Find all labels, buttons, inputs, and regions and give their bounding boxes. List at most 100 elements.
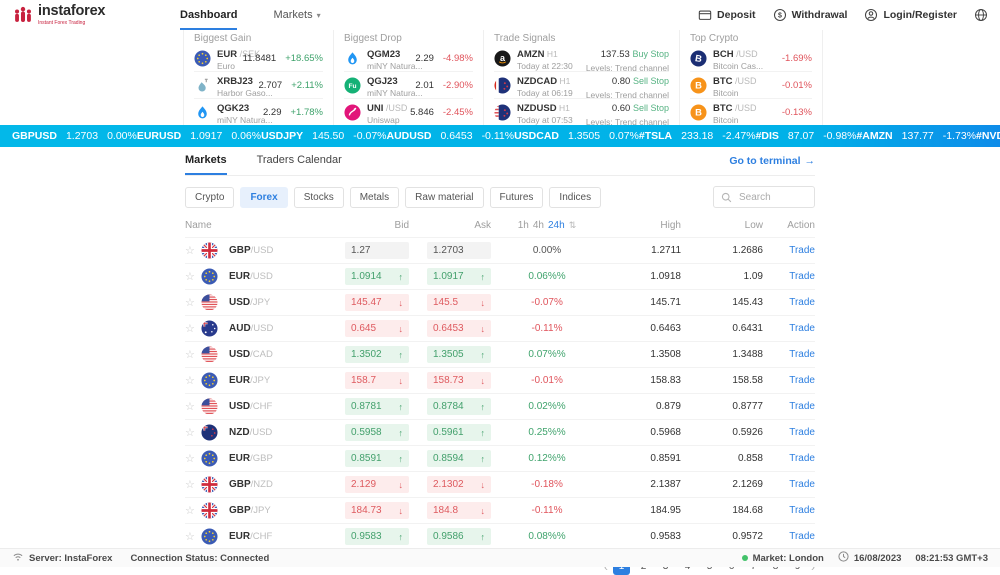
login-register-button[interactable]: Login/Register	[864, 8, 957, 22]
ask-price[interactable]: 158.73 ↓	[427, 372, 491, 389]
bid-price[interactable]: 1.27	[345, 242, 409, 259]
market-item[interactable]: QGM23 miNY Natura... 2.29 -4.98%	[344, 45, 473, 71]
market-item[interactable]: Fu QGJ23 miNY Natura... 2.01 -2.90%	[344, 71, 473, 98]
filter-metals[interactable]: Metals	[349, 186, 400, 208]
favorite-star-icon[interactable]: ☆	[185, 401, 195, 413]
trade-link[interactable]: Trade	[789, 271, 815, 282]
search-icon	[721, 192, 732, 203]
ask-price[interactable]: 0.8594 ↑	[427, 450, 491, 467]
favorite-star-icon[interactable]: ☆	[185, 375, 195, 387]
favorite-star-icon[interactable]: ☆	[185, 427, 195, 439]
favorite-star-icon[interactable]: ☆	[185, 453, 195, 465]
nav-item-dashboard[interactable]: Dashboard	[180, 0, 238, 30]
ticker-item[interactable]: EURUSD 1.0917 0.06%	[136, 130, 262, 142]
ask-price[interactable]: 0.8784 ↑	[427, 398, 491, 415]
filter-futures[interactable]: Futures	[489, 186, 544, 208]
period-1h[interactable]: 1h	[517, 219, 529, 231]
signal-item[interactable]: a AMZN H1 Today at 22:30 137.53 Buy Stop Lev…	[494, 45, 669, 73]
filter-crypto[interactable]: Crypto	[185, 186, 235, 208]
trade-link[interactable]: Trade	[789, 323, 815, 334]
brand-tagline: Instant Forex Trading	[38, 19, 86, 26]
bid-price[interactable]: 158.7 ↓	[345, 372, 409, 389]
tab-traders-calendar[interactable]: Traders Calendar	[256, 154, 342, 166]
market-item[interactable]: EUR /SEK Euro 11.8481 +18.65%	[194, 45, 323, 71]
ticker-item[interactable]: #AMZN 137.77 -1.73%	[856, 130, 977, 142]
change-percent: 0.08%%	[528, 531, 566, 542]
ticker-item[interactable]: USDJPY 145.50 -0.07%	[261, 130, 387, 142]
ticker-item[interactable]: GBPUSD 1.2703 0.00%	[12, 130, 137, 142]
market-item[interactable]: XRBJ23 Harbor Gaso... 2.707 +2.11%	[194, 71, 323, 98]
market-item[interactable]: UNI /USD Uniswap 5.846 -2.45%	[344, 98, 473, 125]
signal-item[interactable]: NZDUSD H1 Today at 07:53 0.60 Sell Stop Lev…	[494, 98, 669, 127]
bid-price[interactable]: 145.47 ↓	[345, 294, 409, 311]
ask-price[interactable]: 184.8 ↓	[427, 502, 491, 519]
sort-icon[interactable]: ⇅	[568, 219, 577, 230]
favorite-star-icon[interactable]: ☆	[185, 297, 195, 309]
bid-price[interactable]: 0.9583 ↑	[345, 528, 409, 545]
ask-price[interactable]: 1.3505 ↑	[427, 346, 491, 363]
trade-link[interactable]: Trade	[789, 427, 815, 438]
deposit-button[interactable]: Deposit	[698, 8, 756, 22]
bid-price[interactable]: 1.0914 ↑	[345, 268, 409, 285]
signal-icon	[12, 551, 24, 565]
ask-price[interactable]: 2.1302 ↓	[427, 476, 491, 493]
top-bar-actions: Deposit $ Withdrawal Login/Register	[698, 8, 988, 22]
market-item[interactable]: B BTC /USD Bitcoin -0.01%	[690, 71, 812, 98]
trade-link[interactable]: Trade	[789, 505, 815, 516]
ask-price[interactable]: 1.0917 ↑	[427, 268, 491, 285]
ask-price[interactable]: 0.5961 ↑	[427, 424, 491, 441]
ask-price[interactable]: 0.9586 ↑	[427, 528, 491, 545]
favorite-star-icon[interactable]: ☆	[185, 271, 195, 283]
tab-markets[interactable]: Markets	[185, 147, 227, 175]
period-24h[interactable]: 24h	[548, 219, 565, 231]
filter-raw-material[interactable]: Raw material	[405, 186, 484, 208]
trade-link[interactable]: Trade	[789, 401, 815, 412]
ticker-item[interactable]: #TSLA 233.18 -2.47%	[638, 130, 756, 142]
bid-price[interactable]: 2.129 ↓	[345, 476, 409, 493]
withdrawal-button[interactable]: $ Withdrawal	[773, 8, 847, 22]
market-item[interactable]: B BCH /USD Bitcoin Cas... -1.69%	[690, 45, 812, 71]
filter-stocks[interactable]: Stocks	[293, 186, 344, 208]
instaforex-logo[interactable]: instaforex Instant Forex Trading	[12, 4, 180, 26]
language-button[interactable]	[974, 8, 988, 22]
ticker-item[interactable]: AUDUSD 0.6453 -0.11%	[386, 130, 515, 142]
favorite-star-icon[interactable]: ☆	[185, 245, 195, 257]
instrument-values: 2.707 +2.11%	[258, 80, 323, 91]
signal-item[interactable]: NZDCAD H1 Today at 06:19 0.80 Sell Stop Lev…	[494, 71, 669, 100]
filter-forex[interactable]: Forex	[240, 186, 288, 208]
bid-price[interactable]: 1.3502 ↑	[345, 346, 409, 363]
bid-price[interactable]: 184.73 ↓	[345, 502, 409, 519]
go-to-terminal-link[interactable]: Go to terminal →	[729, 155, 815, 167]
ticker-item[interactable]: #DIS 87.07 -0.98%	[755, 130, 857, 142]
bid-price[interactable]: 0.645 ↓	[345, 320, 409, 337]
ticker-item[interactable]: #NVDA439.47-1.48%	[976, 130, 1000, 142]
favorite-star-icon[interactable]: ☆	[185, 323, 195, 335]
ask-price[interactable]: 1.2703	[427, 242, 491, 259]
period-4h[interactable]: 4h	[532, 219, 544, 231]
instrument-subtext: Uniswap	[367, 115, 400, 126]
nav-item-markets[interactable]: Markets ▾	[273, 9, 321, 21]
ask-price[interactable]: 145.5 ↓	[427, 294, 491, 311]
bid-price[interactable]: 0.8781 ↑	[345, 398, 409, 415]
favorite-star-icon[interactable]: ☆	[185, 349, 195, 361]
search-input[interactable]	[737, 190, 807, 204]
market-item[interactable]: B BTC /USD Bitcoin -0.13%	[690, 98, 812, 125]
favorite-star-icon[interactable]: ☆	[185, 531, 195, 543]
trade-link[interactable]: Trade	[789, 297, 815, 308]
ask-price-cell: 0.8784 ↑	[417, 398, 499, 415]
trade-link[interactable]: Trade	[789, 453, 815, 464]
ticker-item[interactable]: USDCAD 1.3505 0.07%	[514, 130, 639, 142]
trade-link[interactable]: Trade	[789, 479, 815, 490]
market-item[interactable]: QGK23 miNY Natura... 2.29 +1.78%	[194, 98, 323, 125]
favorite-star-icon[interactable]: ☆	[185, 479, 195, 491]
trade-link[interactable]: Trade	[789, 245, 815, 256]
trade-link[interactable]: Trade	[789, 375, 815, 386]
pair-name: AUD/USD	[229, 323, 274, 334]
ask-price[interactable]: 0.6453 ↓	[427, 320, 491, 337]
trade-link[interactable]: Trade	[789, 349, 815, 360]
bid-price[interactable]: 0.5958 ↑	[345, 424, 409, 441]
favorite-star-icon[interactable]: ☆	[185, 505, 195, 517]
trade-link[interactable]: Trade	[789, 531, 815, 542]
bid-price[interactable]: 0.8591 ↑	[345, 450, 409, 467]
filter-indices[interactable]: Indices	[549, 186, 602, 208]
